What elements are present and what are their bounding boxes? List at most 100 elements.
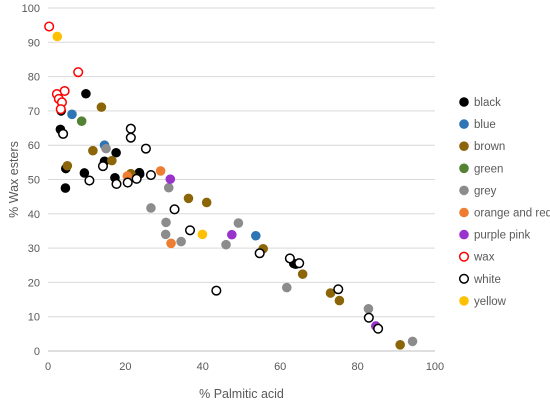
data-point [163,182,174,193]
y-tick-label: 70 [28,106,40,118]
legend-label-grey: grey [474,185,497,197]
legend-label-purple-pink: purple pink [474,230,531,242]
data-point [52,31,63,42]
legend-marker-orange-and-red [459,207,469,218]
series-white [58,123,384,334]
data-point [97,161,109,172]
data-points [44,21,418,350]
data-point [254,248,265,259]
legend-label-white: white [473,274,501,286]
data-point [297,269,308,279]
y-tick-label: 20 [28,277,40,289]
tick-labels: 0 10 20 30 40 50 60 70 80 90 100 0 20 40 60 80 100 [22,3,445,373]
legend-marker-brown [459,141,469,151]
data-point [58,128,69,139]
series-green [76,116,87,126]
data-point [169,204,180,215]
y-tick-label: 40 [28,209,40,221]
legend-marker-yellow [459,296,469,306]
legend-label-green: green [474,163,503,175]
legend-marker-black [459,97,469,107]
y-tick-label: 10 [28,312,40,324]
data-point [111,147,121,158]
data-point [76,116,87,126]
data-point [284,253,295,264]
y-tick-label: 90 [28,37,40,49]
series-brown [62,102,405,350]
y-axis-title: % Wax esters [7,141,21,218]
data-point [111,178,122,190]
x-tick-label: 40 [197,361,209,373]
legend-label-blue: blue [474,119,496,131]
data-point [67,109,77,120]
y-tick-label: 50 [28,175,40,187]
data-point [184,225,196,236]
data-point [88,145,98,156]
data-point [140,143,151,154]
data-point [281,282,292,293]
data-point [201,197,212,208]
x-tick-label: 20 [119,361,131,373]
y-tick-label: 80 [28,72,40,84]
x-tick-label: 100 [426,361,444,373]
data-point [227,229,237,240]
data-point [62,160,73,171]
data-point [395,340,405,350]
data-point [294,258,305,269]
x-tick-label: 0 [45,361,51,373]
series-yellow [52,31,208,240]
legend-marker-purple-pink [459,229,469,240]
y-tick-label: 100 [22,3,40,15]
series-purple-pink [165,174,381,331]
data-point [160,229,171,240]
x-axis-title: % Palmitic acid [199,387,284,401]
data-point [233,218,244,228]
data-point [197,229,208,240]
legend-marker-white [458,273,470,284]
data-point [81,88,91,99]
legend-label-yellow: yellow [474,296,507,308]
data-point [183,193,194,204]
gridlines [48,7,435,318]
data-point [211,285,222,296]
data-point [251,230,261,241]
data-point [325,288,336,298]
data-point [363,312,374,323]
data-point [122,177,133,188]
x-tick-label: 80 [351,361,363,373]
data-point [363,304,374,314]
legend-label-brown: brown [474,141,505,153]
legend-label-black: black [474,97,501,109]
data-point [333,284,344,295]
data-point [146,203,156,213]
data-point [107,155,117,166]
data-point [44,21,55,32]
y-tick-label: 60 [28,140,40,152]
series-wax [44,21,84,115]
legend-marker-grey [459,185,469,196]
data-point [407,336,418,347]
legend-label-wax: wax [473,252,495,264]
data-point [166,238,176,249]
data-point [373,323,384,334]
data-point [221,239,231,250]
data-point [84,175,95,186]
data-point [60,183,71,193]
data-point [55,104,66,115]
data-point [125,123,136,134]
data-point [161,217,171,228]
data-point [165,174,176,184]
data-point [334,295,345,306]
data-point [125,132,136,143]
y-tick-label: 30 [28,243,40,255]
data-point [101,143,111,154]
legend-marker-wax [458,251,470,262]
data-point [176,236,186,247]
series-grey [101,143,418,347]
legend-marker-blue [459,119,469,129]
data-point [155,166,166,176]
legend-label-orange-and-red: orange and red [474,208,550,220]
data-point [131,173,142,184]
data-point [73,67,84,78]
legend-marker-green [459,163,469,174]
